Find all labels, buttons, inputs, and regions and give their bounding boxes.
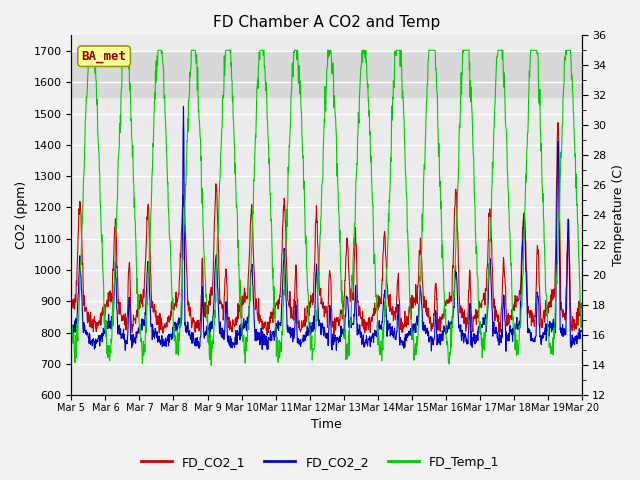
FD_CO2_1	[181, 215, 189, 221]
FD_CO2_1	[406, 309, 413, 315]
FD_Temp_1	[473, 249, 481, 254]
Line: FD_CO2_1: FD_CO2_1	[72, 123, 582, 336]
FD_Temp_1	[181, 195, 189, 201]
FD_Temp_1	[169, 296, 177, 301]
X-axis label: Time: Time	[311, 419, 342, 432]
FD_CO2_2	[181, 320, 189, 325]
FD_CO2_2	[180, 103, 188, 109]
FD_Temp_1	[239, 336, 246, 341]
FD_CO2_2	[239, 325, 246, 331]
FD_CO2_1	[68, 295, 76, 301]
FD_CO2_1	[330, 333, 338, 339]
FD_CO2_2	[502, 348, 509, 354]
FD_CO2_2	[169, 336, 177, 341]
FD_CO2_2	[518, 263, 525, 268]
FD_Temp_1	[578, 314, 586, 320]
FD_CO2_2	[68, 329, 76, 335]
Line: FD_Temp_1: FD_Temp_1	[72, 50, 582, 365]
Text: BA_met: BA_met	[82, 50, 127, 63]
FD_CO2_1	[238, 298, 246, 304]
FD_Temp_1	[85, 48, 93, 53]
Bar	[72, 51, 582, 98]
FD_CO2_1	[578, 301, 586, 307]
FD_CO2_2	[472, 336, 480, 342]
FD_Temp_1	[68, 321, 76, 327]
FD_CO2_2	[406, 329, 413, 335]
Y-axis label: CO2 (ppm): CO2 (ppm)	[15, 181, 28, 249]
Line: FD_CO2_2: FD_CO2_2	[72, 106, 582, 351]
Title: FD Chamber A CO2 and Temp: FD Chamber A CO2 and Temp	[213, 15, 440, 30]
FD_CO2_1	[554, 120, 562, 126]
FD_CO2_2	[578, 328, 586, 334]
FD_CO2_1	[169, 306, 177, 312]
Y-axis label: Temperature (C): Temperature (C)	[612, 164, 625, 266]
FD_CO2_1	[518, 255, 525, 261]
FD_CO2_1	[472, 322, 480, 327]
FD_Temp_1	[207, 362, 215, 368]
FD_Temp_1	[518, 304, 525, 310]
Legend: FD_CO2_1, FD_CO2_2, FD_Temp_1: FD_CO2_1, FD_CO2_2, FD_Temp_1	[136, 451, 504, 474]
FD_Temp_1	[406, 305, 414, 311]
